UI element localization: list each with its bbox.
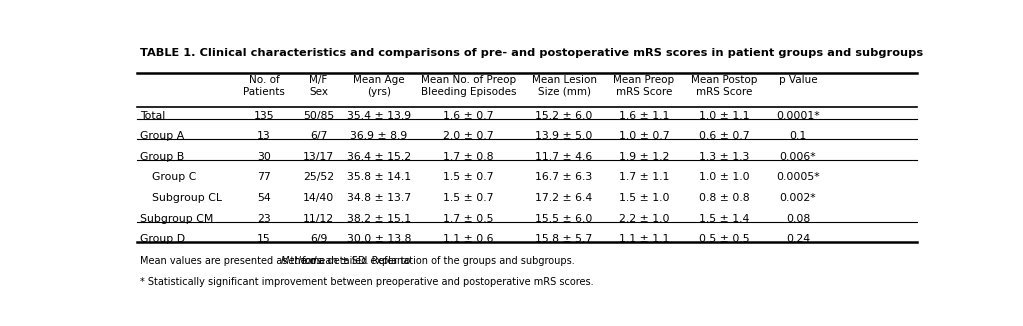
- Text: 1.5 ± 0.7: 1.5 ± 0.7: [443, 172, 494, 183]
- Text: 23: 23: [257, 214, 271, 224]
- Text: 1.5 ± 1.0: 1.5 ± 1.0: [619, 193, 669, 203]
- Text: Mean No. of Preop
Bleeding Episodes: Mean No. of Preop Bleeding Episodes: [420, 75, 517, 96]
- Text: 1.0 ± 0.7: 1.0 ± 0.7: [619, 131, 669, 141]
- Text: 0.006*: 0.006*: [780, 152, 816, 162]
- Text: 11/12: 11/12: [303, 214, 335, 224]
- Text: 6/7: 6/7: [310, 131, 327, 141]
- Text: No. of
Patients: No. of Patients: [243, 75, 285, 96]
- Text: Group C: Group C: [151, 172, 196, 183]
- Text: 17.2 ± 6.4: 17.2 ± 6.4: [535, 193, 592, 203]
- Text: 1.0 ± 1.0: 1.0 ± 1.0: [699, 172, 749, 183]
- Text: 6/9: 6/9: [310, 234, 327, 244]
- Text: 54: 54: [257, 193, 271, 203]
- Text: 0.8 ± 0.8: 0.8 ± 0.8: [699, 193, 749, 203]
- Text: * Statistically significant improvement between preoperative and postoperative m: * Statistically significant improvement …: [140, 277, 593, 288]
- Text: Group A: Group A: [140, 131, 184, 141]
- Text: for a detailed explanation of the groups and subgroups.: for a detailed explanation of the groups…: [299, 256, 575, 266]
- Text: 1.6 ± 1.1: 1.6 ± 1.1: [619, 111, 669, 121]
- Text: 0.08: 0.08: [786, 214, 810, 224]
- Text: 0.002*: 0.002*: [780, 193, 816, 203]
- Text: Subgroup CM: Subgroup CM: [140, 214, 213, 224]
- Text: 1.5 ± 0.7: 1.5 ± 0.7: [443, 193, 494, 203]
- Text: 0.24: 0.24: [786, 234, 810, 244]
- Text: 34.8 ± 13.7: 34.8 ± 13.7: [347, 193, 411, 203]
- Text: TABLE 1. Clinical characteristics and comparisons of pre- and postoperative mRS : TABLE 1. Clinical characteristics and co…: [140, 48, 923, 58]
- Text: 15.8 ± 5.7: 15.8 ± 5.7: [535, 234, 592, 244]
- Text: 13.9 ± 5.0: 13.9 ± 5.0: [535, 131, 592, 141]
- Text: 0.1: 0.1: [790, 131, 806, 141]
- Text: 1.0 ± 1.1: 1.0 ± 1.1: [699, 111, 749, 121]
- Text: Mean Age
(yrs): Mean Age (yrs): [353, 75, 405, 96]
- Text: Total: Total: [140, 111, 165, 121]
- Text: 1.1 ± 1.1: 1.1 ± 1.1: [619, 234, 669, 244]
- Text: 0.5 ± 0.5: 0.5 ± 0.5: [699, 234, 749, 244]
- Text: 25/52: 25/52: [303, 172, 335, 183]
- Text: 1.3 ± 1.3: 1.3 ± 1.3: [699, 152, 749, 162]
- Text: 15: 15: [257, 234, 271, 244]
- Text: 36.9 ± 8.9: 36.9 ± 8.9: [350, 131, 407, 141]
- Text: 35.4 ± 13.9: 35.4 ± 13.9: [347, 111, 411, 121]
- Text: 11.7 ± 4.6: 11.7 ± 4.6: [535, 152, 592, 162]
- Text: Mean Lesion
Size (mm): Mean Lesion Size (mm): [532, 75, 596, 96]
- Text: 15.2 ± 6.0: 15.2 ± 6.0: [535, 111, 592, 121]
- Text: 1.7 ± 0.5: 1.7 ± 0.5: [443, 214, 494, 224]
- Text: 30.0 ± 13.8: 30.0 ± 13.8: [347, 234, 411, 244]
- Text: 1.9 ± 1.2: 1.9 ± 1.2: [619, 152, 669, 162]
- Text: 1.6 ± 0.7: 1.6 ± 0.7: [443, 111, 494, 121]
- Text: 135: 135: [254, 111, 274, 121]
- Text: 77: 77: [257, 172, 271, 183]
- Text: Group D: Group D: [140, 234, 185, 244]
- Text: 0.0001*: 0.0001*: [776, 111, 819, 121]
- Text: 2.0 ± 0.7: 2.0 ± 0.7: [443, 131, 494, 141]
- Text: 0.0005*: 0.0005*: [776, 172, 819, 183]
- Text: 1.7 ± 1.1: 1.7 ± 1.1: [619, 172, 669, 183]
- Text: M/F
Sex: M/F Sex: [309, 75, 328, 96]
- Text: Mean Preop
mRS Score: Mean Preop mRS Score: [614, 75, 674, 96]
- Text: Subgroup CL: Subgroup CL: [151, 193, 222, 203]
- Text: Methods: Methods: [280, 256, 322, 266]
- Text: 1.5 ± 1.4: 1.5 ± 1.4: [699, 214, 749, 224]
- Text: p Value: p Value: [779, 75, 817, 85]
- Text: 2.2 ± 1.0: 2.2 ± 1.0: [619, 214, 669, 224]
- Text: 50/85: 50/85: [303, 111, 335, 121]
- Text: Mean values are presented as the mean ± SD. Refer to: Mean values are presented as the mean ± …: [140, 256, 413, 266]
- Text: Group B: Group B: [140, 152, 184, 162]
- Text: 30: 30: [257, 152, 271, 162]
- Text: 16.7 ± 6.3: 16.7 ± 6.3: [535, 172, 592, 183]
- Text: 14/40: 14/40: [303, 193, 335, 203]
- Text: 13: 13: [257, 131, 271, 141]
- Text: 1.7 ± 0.8: 1.7 ± 0.8: [443, 152, 494, 162]
- Text: 0.6 ± 0.7: 0.6 ± 0.7: [699, 131, 749, 141]
- Text: 36.4 ± 15.2: 36.4 ± 15.2: [347, 152, 411, 162]
- Text: Mean Postop
mRS Score: Mean Postop mRS Score: [691, 75, 757, 96]
- Text: 38.2 ± 15.1: 38.2 ± 15.1: [347, 214, 411, 224]
- Text: 35.8 ± 14.1: 35.8 ± 14.1: [347, 172, 411, 183]
- Text: 13/17: 13/17: [303, 152, 335, 162]
- Text: 15.5 ± 6.0: 15.5 ± 6.0: [535, 214, 592, 224]
- Text: 1.1 ± 0.6: 1.1 ± 0.6: [443, 234, 494, 244]
